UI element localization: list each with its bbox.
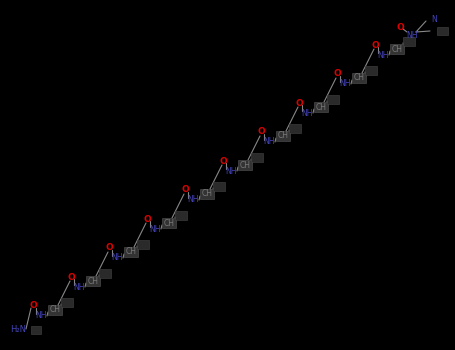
- Text: O: O: [67, 273, 75, 281]
- Text: CH: CH: [126, 247, 136, 257]
- Text: NH: NH: [339, 79, 351, 89]
- Text: CH: CH: [87, 276, 98, 286]
- Text: NH: NH: [406, 30, 418, 40]
- FancyBboxPatch shape: [137, 239, 149, 248]
- Text: NH: NH: [73, 282, 85, 292]
- Text: N: N: [431, 14, 437, 23]
- FancyBboxPatch shape: [162, 218, 176, 228]
- FancyBboxPatch shape: [86, 276, 100, 286]
- FancyBboxPatch shape: [48, 305, 62, 315]
- Text: CH: CH: [354, 74, 364, 83]
- FancyBboxPatch shape: [403, 36, 415, 46]
- Text: NH: NH: [301, 108, 313, 118]
- FancyBboxPatch shape: [352, 73, 366, 83]
- FancyBboxPatch shape: [213, 182, 225, 190]
- Text: O: O: [257, 127, 265, 136]
- FancyBboxPatch shape: [175, 210, 187, 219]
- Text: O: O: [371, 41, 379, 49]
- Text: O: O: [143, 215, 151, 224]
- FancyBboxPatch shape: [365, 65, 377, 75]
- Text: H₂N: H₂N: [10, 326, 26, 335]
- Text: NH: NH: [225, 167, 237, 175]
- Text: O: O: [181, 186, 189, 195]
- FancyBboxPatch shape: [327, 94, 339, 104]
- Text: NH: NH: [149, 224, 161, 233]
- Text: NH: NH: [377, 50, 389, 60]
- Text: CH: CH: [163, 218, 175, 228]
- FancyBboxPatch shape: [61, 298, 73, 307]
- FancyBboxPatch shape: [436, 27, 448, 35]
- Text: NH: NH: [187, 196, 199, 204]
- Text: O: O: [396, 22, 404, 32]
- Text: O: O: [29, 301, 37, 310]
- FancyBboxPatch shape: [390, 44, 404, 54]
- Text: O: O: [105, 244, 113, 252]
- Text: NH: NH: [35, 312, 47, 321]
- Text: CH: CH: [278, 132, 288, 140]
- Text: NH: NH: [263, 138, 275, 147]
- FancyBboxPatch shape: [238, 160, 252, 170]
- Text: CH: CH: [202, 189, 212, 198]
- Text: CH: CH: [239, 161, 251, 169]
- FancyBboxPatch shape: [99, 268, 111, 278]
- Text: O: O: [333, 70, 341, 78]
- Text: CH: CH: [315, 103, 327, 112]
- FancyBboxPatch shape: [289, 124, 301, 133]
- Text: O: O: [295, 98, 303, 107]
- FancyBboxPatch shape: [276, 131, 290, 141]
- FancyBboxPatch shape: [31, 326, 41, 334]
- FancyBboxPatch shape: [124, 247, 138, 257]
- FancyBboxPatch shape: [251, 153, 263, 161]
- Text: CH: CH: [50, 306, 61, 315]
- Text: O: O: [219, 156, 227, 166]
- Text: NH: NH: [111, 253, 123, 262]
- Text: CH: CH: [391, 44, 403, 54]
- FancyBboxPatch shape: [200, 189, 214, 199]
- FancyBboxPatch shape: [314, 102, 328, 112]
